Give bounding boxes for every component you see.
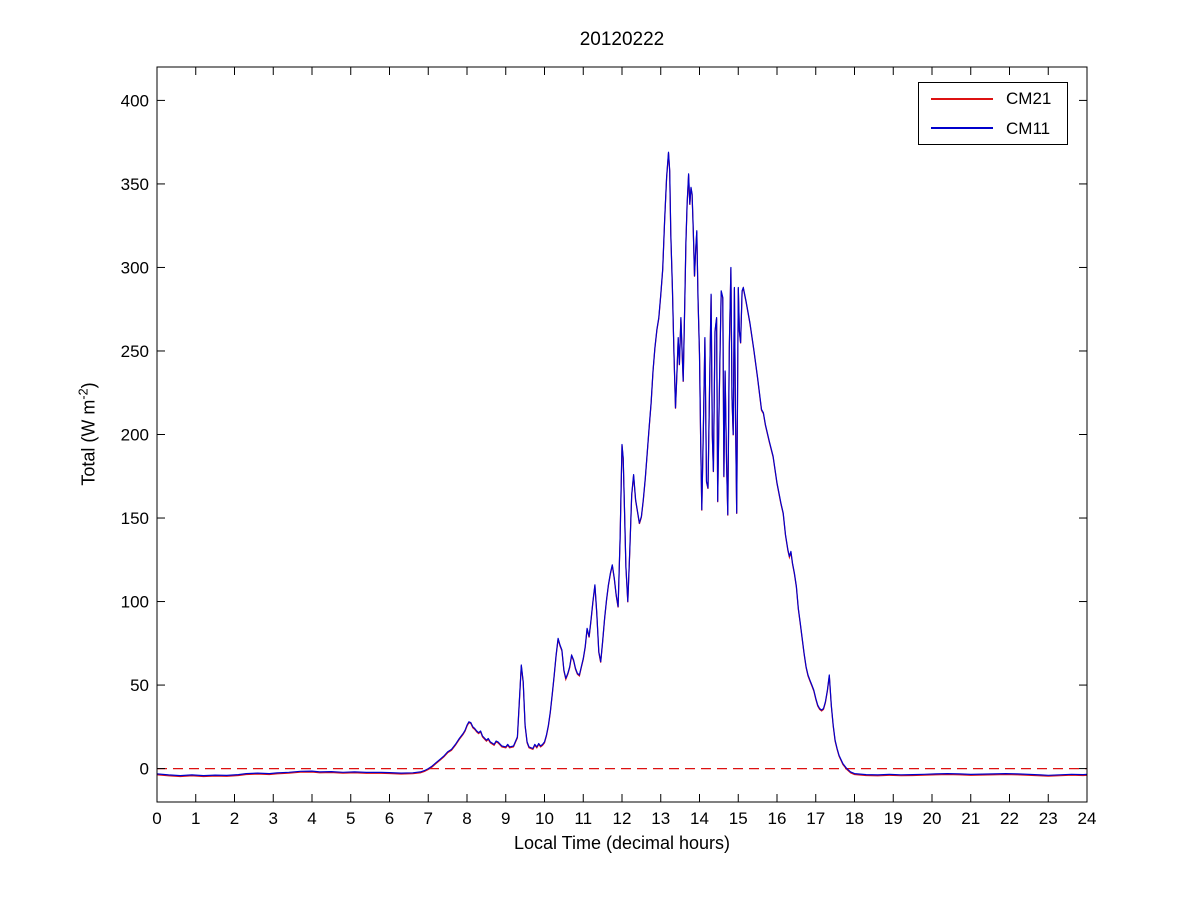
x-tick-label: 13 [651, 809, 670, 828]
x-tick-label: 22 [1000, 809, 1019, 828]
x-tick-label: 14 [690, 809, 709, 828]
cm11-line-swatch [931, 127, 993, 130]
x-tick-label: 6 [385, 809, 394, 828]
y-tick-label: 300 [121, 258, 149, 277]
y-axis-label-text: Total (W m [78, 399, 99, 486]
x-tick-label: 24 [1078, 809, 1097, 828]
legend-box: CM21 CM11 [918, 82, 1068, 145]
x-tick-label: 18 [845, 809, 864, 828]
x-tick-label: 10 [535, 809, 554, 828]
x-tick-label: 3 [269, 809, 278, 828]
cm11-series-line [156, 151, 1088, 777]
x-tick-label: 15 [729, 809, 748, 828]
plot-border [156, 66, 1088, 803]
x-tick-label: 17 [806, 809, 825, 828]
legend-entry-cm21: CM21 [919, 85, 1067, 113]
x-tick-label: 11 [574, 809, 592, 828]
y-axis-label-close: ) [78, 382, 99, 389]
x-tick-label: 9 [501, 809, 510, 828]
x-tick-label: 12 [613, 809, 632, 828]
y-tick-label: 400 [121, 91, 149, 110]
y-tick-label: 100 [121, 593, 149, 612]
cm21-line-swatch [931, 97, 993, 100]
y-axis-label-superscript: -2 [76, 388, 91, 400]
x-tick-label: 1 [191, 809, 200, 828]
x-tick-label: 23 [1039, 809, 1058, 828]
x-tick-label: 2 [230, 809, 239, 828]
x-axis-label: Local Time (decimal hours) [513, 833, 731, 853]
x-tick-label: 19 [884, 809, 903, 828]
x-tick-label: 8 [462, 809, 471, 828]
y-tick-label: 200 [121, 426, 149, 445]
x-tick-label: 16 [768, 809, 787, 828]
y-tick-label: 0 [140, 760, 149, 779]
chart-title: 20120222 [579, 29, 665, 50]
x-tick-label: 20 [923, 809, 942, 828]
legend-label-cm21: CM21 [1006, 89, 1052, 109]
x-tick-label: 4 [307, 809, 316, 828]
x-tick-label: 21 [961, 809, 980, 828]
legend-label-cm11: CM11 [1006, 118, 1051, 138]
y-tick-label: 50 [130, 676, 149, 695]
y-tick-label: 350 [121, 175, 149, 194]
x-tick-label: 7 [424, 809, 433, 828]
y-axis-label: Total (W m-2) [77, 382, 100, 485]
y-tick-label: 150 [121, 509, 149, 528]
x-tick-label: 5 [346, 809, 355, 828]
legend-entry-cm11: CM11 [919, 114, 1067, 142]
x-tick-label: 0 [152, 809, 161, 828]
y-tick-label: 250 [121, 342, 149, 361]
